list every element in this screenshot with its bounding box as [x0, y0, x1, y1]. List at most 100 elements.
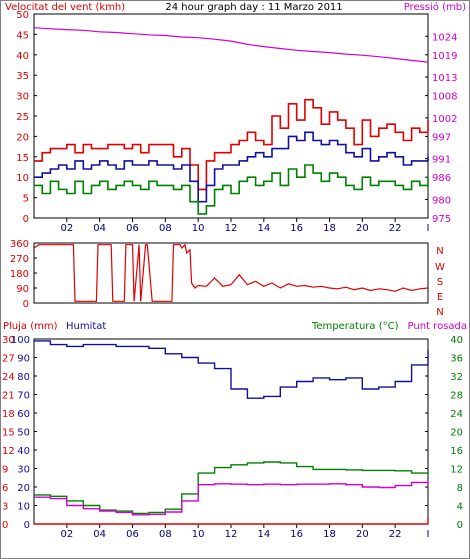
rain-tick-label: 21 [2, 391, 15, 402]
compass-label: E [437, 292, 443, 303]
temperature-tick-label: 32 [450, 372, 463, 383]
temperature-tick-label: 28 [450, 391, 463, 402]
direction-tick-label: 180 [10, 269, 29, 280]
temperature-axis-label: Temperatura (°C) [311, 321, 399, 332]
wind-x-tick-label: 14 [257, 223, 270, 234]
rain-tick-label: 12 [2, 446, 15, 457]
temp-plot-area [33, 338, 429, 525]
pressure-series-line [33, 27, 429, 63]
rain-tick-label: 9 [2, 465, 8, 476]
dewpoint-axis-label: Punt rosada [408, 321, 467, 332]
direction-tick-label: 360 [10, 239, 29, 250]
compass-label: N [436, 307, 443, 318]
wind-tick-label: 20 [16, 132, 29, 143]
pressure-tick-label: 1002 [432, 114, 457, 125]
humidity-tick-label: 60 [17, 409, 30, 420]
rain-tick-label: 6 [2, 483, 8, 494]
compass-label: N [436, 246, 443, 257]
rain-tick-label: 24 [2, 372, 15, 383]
pressure-tick-label: 1019 [432, 51, 457, 62]
temp-x-tick-label: 22 [389, 529, 402, 540]
wind-tick-label: 0 [23, 214, 29, 225]
temp-x-tick-label: 20 [356, 529, 369, 540]
temp-x-tick-label: 10 [192, 529, 205, 540]
wind-x-tick-label: 16 [290, 223, 303, 234]
direction-tick-label: 0 [23, 299, 29, 310]
direction-series-line [33, 243, 429, 302]
wind-x-tick-label: 10 [192, 223, 205, 234]
humidity-tick-label: 20 [17, 483, 30, 494]
rain-tick-label: 0 [2, 520, 8, 531]
pressure-tick-label: 986 [432, 173, 451, 184]
humidity-tick-label: 0 [24, 520, 30, 531]
humidity-tick-label: 50 [17, 428, 30, 439]
pressure-axis-label: Pressió (mb) [404, 1, 466, 13]
wind-x-tick-label: 20 [356, 223, 369, 234]
wind-x-end-label: I [427, 223, 430, 234]
wind-tick-label: 30 [16, 92, 29, 103]
humidity-tick-label: 80 [17, 372, 30, 383]
direction-plot-area [33, 242, 429, 304]
wind-x-tick-label: 22 [389, 223, 402, 234]
humidity-axis-label: Humitat [66, 321, 106, 332]
temperature-tick-label: 24 [450, 409, 463, 420]
compass-label: S [437, 277, 443, 288]
min-series-line [34, 164, 429, 215]
rain-tick-label: 30 [2, 335, 15, 346]
temperature-tick-label: 20 [450, 428, 463, 439]
humidity-tick-label: 70 [17, 391, 30, 402]
avg-series-line [34, 131, 429, 203]
rain-axis-label: Pluja (mm) [3, 321, 58, 332]
temperature-tick-label: 8 [457, 483, 463, 494]
rain-series-line [34, 517, 429, 525]
chart-title: 24 hour graph day : 11 Marzo 2011 [165, 2, 342, 13]
wind-tick-label: 25 [16, 112, 29, 123]
pressure-tick-label: 975 [432, 214, 451, 225]
humidity-series-line [34, 340, 429, 399]
temperature-tick-label: 0 [457, 520, 463, 531]
wind-tick-label: 15 [16, 153, 29, 164]
wind-x-tick-label: 12 [225, 223, 238, 234]
temp-x-tick-label: 02 [60, 529, 73, 540]
pressure-tick-label: 1008 [432, 92, 457, 103]
temp-x-tick-label: 14 [257, 529, 270, 540]
wind-tick-label: 10 [16, 173, 29, 184]
wind-x-tick-label: 02 [60, 223, 73, 234]
temperature-tick-label: 12 [450, 465, 463, 476]
compass-label: W [435, 262, 445, 273]
temp-x-tick-label: 12 [225, 529, 238, 540]
temperature-tick-label: 40 [450, 335, 463, 346]
humidity-tick-label: 10 [17, 502, 30, 513]
wind-tick-label: 35 [16, 71, 29, 82]
pressure-tick-label: 997 [432, 132, 451, 143]
wind-tick-label: 5 [23, 194, 29, 205]
rain-tick-label: 27 [2, 354, 15, 365]
temp-x-tick-label: 18 [323, 529, 336, 540]
humidity-tick-label: 100 [11, 335, 30, 346]
wind-axis-label: Velocitat del vent (kmh) [5, 2, 125, 13]
temp-x-end-label: I [427, 529, 430, 540]
temperature-tick-label: 36 [450, 354, 463, 365]
wind-x-tick-label: 18 [323, 223, 336, 234]
direction-tick-label: 270 [10, 254, 29, 265]
rain-tick-label: 15 [2, 428, 15, 439]
rain-tick-label: 3 [2, 502, 8, 513]
direction-tick-label: 90 [16, 284, 29, 295]
pressure-tick-label: 991 [432, 155, 451, 166]
temp-x-tick-label: 16 [290, 529, 303, 540]
pressure-tick-label: 1024 [432, 32, 457, 43]
wind-tick-label: 40 [16, 51, 29, 62]
wind-tick-label: 50 [16, 10, 29, 21]
dewpoint-series-line [34, 479, 429, 516]
humidity-tick-label: 40 [17, 446, 30, 457]
humidity-tick-label: 90 [17, 354, 30, 365]
wind-x-tick-label: 04 [93, 223, 106, 234]
wind-x-tick-label: 06 [126, 223, 139, 234]
pressure-tick-label: 1013 [432, 73, 457, 84]
gust-series-line [34, 98, 429, 191]
humidity-tick-label: 30 [17, 465, 30, 476]
temp-x-tick-label: 06 [126, 529, 139, 540]
rain-tick-label: 18 [2, 409, 15, 420]
temperature-tick-label: 4 [457, 502, 463, 513]
